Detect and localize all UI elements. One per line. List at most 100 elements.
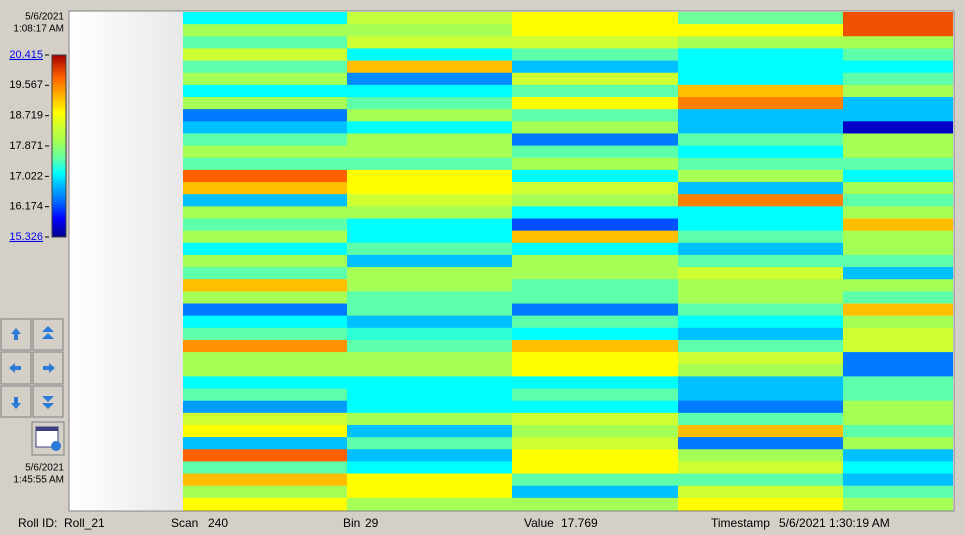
heatmap-cell [183,109,347,122]
heatmap-cell [678,376,843,390]
heatmap-cell [843,352,953,365]
heatmap-cell [183,60,347,74]
heatmap-cell [843,109,953,122]
status-value: 17.769 [561,516,598,530]
heatmap-cell [347,48,512,62]
heatmap-cell [843,364,953,377]
heatmap-cell [678,218,843,232]
heatmap-cell [512,291,678,305]
heatmap-cell [347,461,512,475]
heatmap-cell [843,12,953,25]
heatmap-cell [843,145,953,159]
heatmap-cell [183,194,347,207]
heatmap-cell [183,291,347,305]
heatmap-cell [183,169,347,183]
heatmap-cell [347,206,512,219]
heatmap-cell [512,485,678,499]
nav-buttons [0,318,65,456]
heatmap-cell [512,194,678,207]
heatmap-cell [678,169,843,183]
heatmap-cell [512,97,678,110]
heatmap-cell [843,388,953,402]
heatmap-cell [512,36,678,49]
heatmap-cell [678,461,843,475]
heatmap-cell [678,388,843,402]
heatmap-cell [512,339,678,353]
heatmap-cell [183,218,347,232]
heatmap-cell [183,473,347,487]
heatmap-cell [183,206,347,219]
status-label: Timestamp [711,516,770,530]
heatmap-cell [183,72,347,86]
heatmap-cell [512,48,678,62]
heatmap-cell [183,97,347,110]
heatmap-cell [512,60,678,74]
heatmap-cell [183,449,347,462]
heatmap-cell [512,24,678,37]
heatmap-cell [347,97,512,110]
range-link[interactable]: 20.415 [9,49,43,61]
heatmap-cell [678,339,843,353]
heatmap-cell [347,242,512,256]
heatmap-view: 5/6/2021 1:08:17 AM 20.415 19.567 18.719 17… [0,10,955,512]
heatmap-cell [843,412,953,426]
heatmap-cell [843,303,953,317]
heatmap-cell [347,485,512,499]
heatmap-cell [512,157,678,171]
heatmap-cell [347,497,512,511]
heatmap-cell [347,412,512,426]
icon [51,441,61,451]
heatmap-cell [843,194,953,207]
heatmap-cell [678,206,843,219]
icon [11,328,21,340]
icon [43,363,55,373]
heatmap-cell [347,315,512,329]
heatmap-cell [678,84,843,98]
heatmap-cell [843,400,953,414]
heatmap-cell [512,437,678,450]
heatmap-cell [183,497,347,511]
heatmap-cell [678,267,843,280]
heatmap-cell [347,72,512,86]
heatmap-cell [843,97,953,110]
heatmap-cell [512,388,678,402]
colorbar-tick-label: 19.567 [9,79,43,91]
heatmap-cell [183,303,347,317]
status-label: Roll ID: [18,516,58,530]
heatmap-cell [347,339,512,353]
heatmap-cell [843,48,953,62]
heatmap-cell [678,412,843,426]
heatmap-cell [678,48,843,62]
heatmap-cell [843,339,953,353]
heatmap-cell [843,218,953,232]
colorbar-tick-label: 16.174 [9,201,43,213]
icon [36,427,58,431]
icon [42,396,54,409]
heatmap-cell [512,303,678,317]
heatmap-cell [512,206,678,219]
heatmap-cell [843,24,953,37]
heatmap-cell [183,461,347,475]
heatmap-cell [843,291,953,305]
heatmap-cell [347,376,512,390]
heatmap-cell [843,473,953,487]
status-label: Scan [171,516,199,530]
heatmap-cell [678,242,843,256]
heatmap-cell [183,424,347,438]
heatmap-cell [347,12,512,25]
heatmap-cell [183,24,347,37]
range-link[interactable]: 15.326 [9,231,43,243]
status-value: 29 [365,516,379,530]
heatmap-cell [347,400,512,414]
heatmap-cell [347,303,512,317]
heatmap-cell [843,230,953,244]
start-time: 1:08:17 AM [13,24,64,35]
heatmap-cell [678,182,843,195]
heatmap-cell [183,279,347,292]
heatmap-cell [512,400,678,414]
heatmap-cell [678,60,843,74]
heatmap-cell [347,449,512,462]
heatmap-cell [347,182,512,195]
heatmap-cell [512,327,678,341]
heatmap-cell [183,267,347,280]
